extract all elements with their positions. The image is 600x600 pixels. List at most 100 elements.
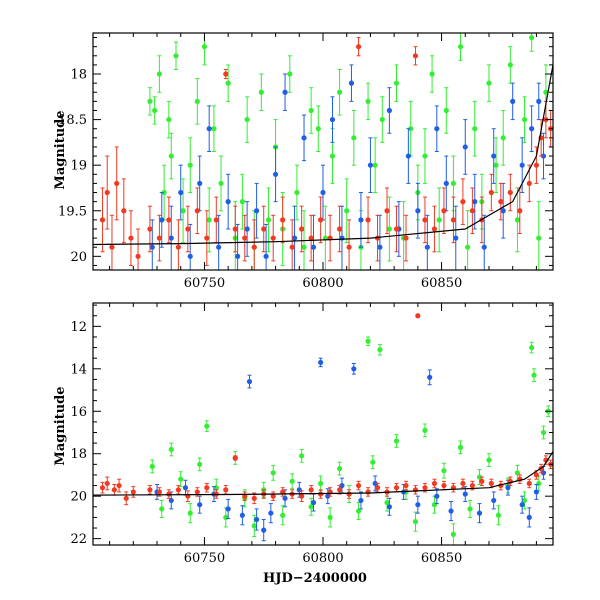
data-point: [384, 499, 390, 506]
data-point: [365, 217, 371, 223]
data-point: [393, 438, 400, 444]
data-point: [346, 244, 352, 250]
data-point: [173, 53, 179, 59]
data-point: [239, 199, 245, 205]
data-point: [263, 253, 269, 259]
data-point: [301, 244, 307, 250]
data-point: [514, 470, 521, 476]
plot-area: [93, 313, 553, 545]
data-point: [355, 44, 362, 50]
data-point: [168, 153, 174, 159]
data-point: [505, 485, 511, 491]
data-point: [450, 531, 457, 537]
data-point: [472, 126, 478, 132]
x-tick-label: 60850: [421, 276, 462, 291]
data-point: [232, 226, 238, 232]
data-point: [488, 189, 494, 196]
data-point: [355, 508, 362, 514]
data-point: [491, 497, 497, 504]
data-point: [533, 162, 540, 168]
data-point: [533, 472, 540, 478]
data-point: [476, 474, 483, 480]
data-point: [386, 504, 392, 510]
data-point: [265, 217, 272, 223]
data-point: [415, 502, 421, 508]
data-point: [422, 485, 428, 491]
data-point: [270, 493, 276, 499]
data-point: [111, 487, 117, 493]
data-point: [519, 502, 525, 508]
y-tick-label: 16: [70, 405, 87, 420]
y-tick-label: 22: [70, 532, 87, 547]
model-curve: [93, 64, 553, 246]
data-point: [405, 153, 411, 159]
data-point: [315, 126, 321, 132]
data-point: [531, 372, 537, 378]
y-tick-label: 18.5: [58, 113, 87, 128]
data-point: [526, 480, 532, 487]
data-point: [272, 171, 279, 177]
data-point: [450, 180, 457, 187]
data-point: [182, 485, 189, 491]
data-point: [280, 489, 286, 495]
data-point: [540, 429, 547, 436]
data-point: [204, 485, 210, 491]
data-point: [282, 89, 288, 95]
data-point: [536, 480, 542, 487]
data-point: [251, 495, 257, 501]
data-point: [467, 506, 473, 512]
data-point: [540, 470, 547, 476]
data-point: [339, 235, 345, 241]
data-point: [123, 495, 129, 501]
data-point: [431, 480, 438, 487]
y-tick-label: 14: [70, 362, 87, 377]
data-point: [526, 180, 532, 187]
data-point: [422, 427, 428, 433]
data-point: [261, 226, 267, 232]
data-point: [289, 244, 295, 250]
data-point: [280, 512, 286, 518]
data-point: [239, 512, 245, 518]
data-point: [529, 126, 535, 132]
data-point: [434, 493, 440, 499]
data-point: [469, 208, 475, 214]
data-point: [244, 116, 250, 123]
data-point: [197, 180, 203, 187]
data-point: [386, 226, 392, 232]
data-point: [318, 359, 324, 366]
data-point: [507, 189, 513, 196]
data-point: [197, 461, 203, 467]
data-point: [384, 208, 390, 214]
data-point: [462, 144, 468, 150]
data-point: [521, 116, 528, 123]
data-point: [358, 217, 364, 223]
data-point: [441, 208, 447, 214]
data-point: [135, 253, 141, 259]
data-point: [491, 153, 497, 159]
plot-area: [93, 33, 553, 270]
data-point: [206, 217, 212, 223]
data-point: [258, 89, 264, 95]
data-point: [244, 226, 250, 232]
data-point: [370, 459, 376, 465]
data-point: [232, 455, 238, 461]
data-point: [211, 126, 217, 132]
data-point: [235, 253, 241, 259]
green-series: [149, 336, 551, 545]
data-point: [429, 71, 435, 77]
data-point: [197, 502, 203, 508]
data-point: [282, 495, 288, 501]
data-point: [223, 514, 229, 521]
data-point: [168, 446, 174, 453]
data-point: [194, 208, 200, 214]
data-point: [109, 244, 115, 250]
data-point: [408, 126, 414, 132]
data-point: [251, 523, 257, 529]
data-point: [424, 244, 430, 250]
data-point: [152, 107, 158, 114]
data-point: [441, 468, 447, 474]
data-point: [469, 482, 475, 489]
data-point: [225, 199, 231, 205]
data-point: [336, 89, 343, 95]
data-point: [161, 189, 167, 196]
